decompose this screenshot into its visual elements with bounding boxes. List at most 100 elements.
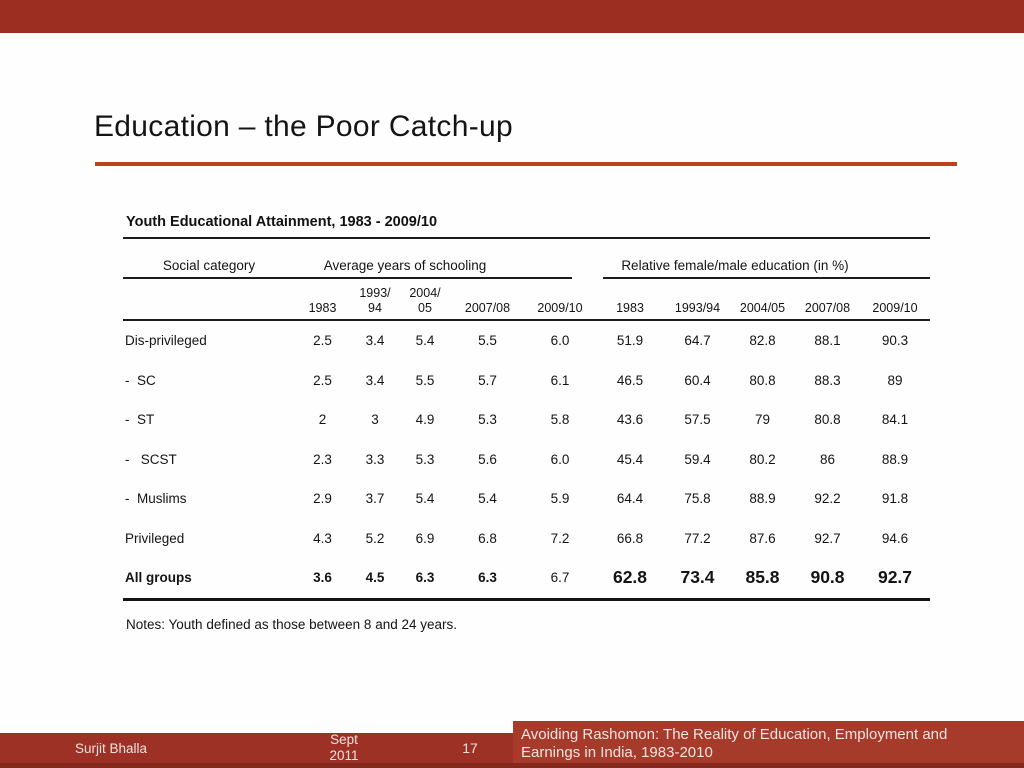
row-label: - Muslims <box>125 491 187 507</box>
footer-page-number: 17 <box>462 740 478 756</box>
relative-education-value: 92.7 <box>814 530 841 546</box>
relative-education-value: 73.4 <box>680 567 715 588</box>
footer-date: Sept 2011 <box>329 732 359 763</box>
relative-education-value: 80.8 <box>814 412 841 428</box>
table-row: - Muslims 2.9 3.7 5.4 5.4 5.9 64.4 75.8 88.9 92.2… <box>123 479 930 519</box>
avg-schooling-value: 5.4 <box>415 333 435 349</box>
avg-schooling-value: 6.8 <box>478 530 497 546</box>
avg-schooling-value: 2.5 <box>313 333 332 349</box>
relative-education-value: 90.8 <box>810 567 845 588</box>
row-label: - SC <box>125 372 156 388</box>
year-header: 1993/94 <box>674 301 721 315</box>
avg-schooling-value: 6.3 <box>478 570 497 586</box>
avg-schooling-value: 7.2 <box>550 530 570 546</box>
relative-education-value: 79 <box>754 412 771 428</box>
year-header: 2009/10 <box>872 301 918 315</box>
year-header: 2007/08 <box>464 301 511 315</box>
relative-education-value: 92.7 <box>877 567 913 588</box>
relative-education-value: 91.8 <box>881 491 909 507</box>
footer-deck-title-box <box>513 721 1024 768</box>
relative-education-value: 90.3 <box>881 333 909 349</box>
avg-schooling-value: 2.9 <box>313 491 332 507</box>
avg-schooling-value: 5.5 <box>415 372 435 388</box>
relative-education-value: 88.9 <box>881 451 909 467</box>
avg-schooling-value: 6.0 <box>550 333 570 349</box>
table-row: - ST 2 3 4.9 5.3 5.8 43.6 57.5 79 80.8 84.1 <box>123 400 930 440</box>
table-row: Privileged 4.3 5.2 6.9 6.8 7.2 66.8 77.2 87.6 92.… <box>123 519 930 559</box>
relative-education-value: 60.4 <box>684 372 711 388</box>
relative-education-value: 87.6 <box>749 530 776 546</box>
avg-schooling-value: 5.4 <box>478 491 497 507</box>
relative-education-value: 86 <box>819 451 836 467</box>
avg-schooling-value: 2.3 <box>313 451 332 467</box>
avg-schooling-value: 5.7 <box>478 372 497 388</box>
avg-schooling-value: 6.9 <box>415 530 435 546</box>
year-header: 2004/05 <box>739 301 786 315</box>
relative-education-value: 66.8 <box>616 530 644 546</box>
row-label: - ST <box>125 412 155 428</box>
avg-schooling-value: 5.5 <box>478 333 497 349</box>
relative-education-value: 88.3 <box>814 372 841 388</box>
table-row: All groups 3.6 4.5 6.3 6.3 6.7 62.8 73.4 85.8 90.… <box>123 558 930 601</box>
avg-schooling-value: 6.1 <box>550 372 570 388</box>
relative-education-value: 94.6 <box>881 530 909 546</box>
year-header: 1983 <box>616 301 644 315</box>
table-title: Youth Educational Attainment, 1983 - 200… <box>123 214 930 239</box>
year-header: 2007/08 <box>804 301 851 315</box>
column-group-relative-education: Relative female/male education (in %) <box>621 258 849 273</box>
top-banner <box>0 0 1024 33</box>
footer-author: Surjit Bhalla <box>75 741 148 756</box>
relative-education-value: 64.7 <box>684 333 711 349</box>
relative-education-value: 43.6 <box>616 412 644 428</box>
relative-education-value: 80.2 <box>749 451 776 467</box>
year-header-blank <box>123 316 295 319</box>
year-header: 2004/ 05 <box>409 286 441 315</box>
relative-education-value: 89 <box>887 372 903 388</box>
relative-education-value: 59.4 <box>684 451 711 467</box>
avg-schooling-value: 5.8 <box>550 412 570 428</box>
footer-bottom-strip <box>0 763 1024 768</box>
year-header: 1983 <box>308 301 337 315</box>
relative-education-value: 88.9 <box>749 491 776 507</box>
avg-schooling-value: 4.9 <box>415 412 435 428</box>
avg-schooling-value: 3.4 <box>365 333 385 349</box>
year-header: 1993/ 94 <box>359 286 391 315</box>
avg-schooling-value: 5.2 <box>365 530 385 546</box>
avg-schooling-value: 5.3 <box>415 451 435 467</box>
avg-schooling-value: 5.9 <box>550 491 570 507</box>
table-notes: Notes: Youth defined as those between 8 … <box>126 616 457 632</box>
year-header: 2009/10 <box>537 301 583 315</box>
relative-education-value: 82.8 <box>749 333 776 349</box>
relative-education-value: 46.5 <box>616 372 644 388</box>
avg-schooling-value: 6.3 <box>415 570 435 586</box>
footer-deck-title: Avoiding Rashomon: The Reality of Educat… <box>521 726 948 761</box>
avg-schooling-value: 4.3 <box>313 530 332 546</box>
relative-education-value: 92.2 <box>814 491 841 507</box>
relative-education-value: 62.8 <box>612 567 648 588</box>
avg-schooling-value: 5.4 <box>415 491 435 507</box>
avg-schooling-value: 3.4 <box>365 372 385 388</box>
avg-schooling-value: 4.5 <box>365 570 385 586</box>
relative-education-value: 57.5 <box>684 412 711 428</box>
row-label: - SCST <box>125 451 177 467</box>
row-label: Dis-privileged <box>125 333 207 349</box>
group-underline-left <box>123 277 572 279</box>
title-accent-rule <box>95 162 957 166</box>
footer-left-bar <box>0 733 513 768</box>
column-group-social-category: Social category <box>162 258 256 273</box>
avg-schooling-value: 3.3 <box>365 451 385 467</box>
relative-education-value: 77.2 <box>684 530 711 546</box>
relative-education-value: 88.1 <box>814 333 841 349</box>
group-underline-right <box>603 277 930 279</box>
table-row: - SC 2.5 3.4 5.5 5.7 6.1 46.5 60.4 80.8 88.3 89 <box>123 361 930 401</box>
table-group-header-row: Social category Average years of schooli… <box>123 239 930 279</box>
relative-education-value: 85.8 <box>745 567 780 588</box>
column-group-avg-schooling: Average years of schooling <box>323 258 487 273</box>
attainment-table: Youth Educational Attainment, 1983 - 200… <box>123 214 930 632</box>
relative-education-value: 84.1 <box>881 412 909 428</box>
table-year-header-row: 1983 1993/ 94 2004/ 05 2007/08 2009/10 1… <box>123 279 930 321</box>
avg-schooling-value: 5.6 <box>478 451 497 467</box>
avg-schooling-value: 2.5 <box>313 372 332 388</box>
avg-schooling-value: 6.7 <box>550 570 570 586</box>
